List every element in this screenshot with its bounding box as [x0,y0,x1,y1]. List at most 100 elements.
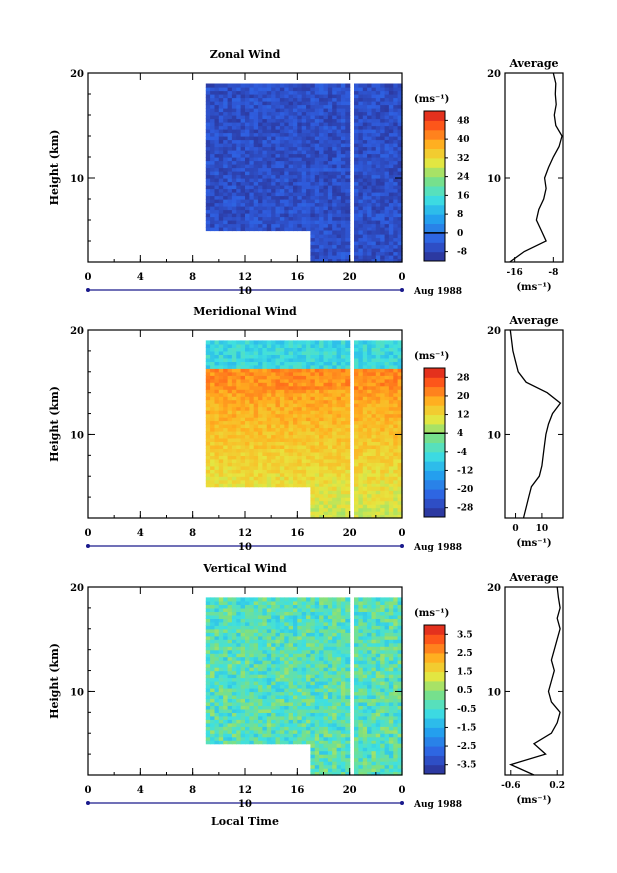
heatmap-cell [262,382,268,387]
heatmap-cell [218,472,224,477]
heatmap-cell [279,87,285,92]
heatmap-cell [393,437,399,442]
heatmap-cell [310,420,316,425]
heatmap-cell [240,146,246,151]
heatmap-cell [371,248,377,253]
heatmap-cell [388,94,394,99]
heatmap-cell [314,340,320,345]
heatmap-cell [227,220,233,225]
heatmap-cell [340,188,346,193]
heatmap-cell [214,462,220,467]
heatmap-cell [275,431,281,436]
heatmap-cell [340,174,346,179]
heatmap-cell [249,167,255,172]
heatmap-cell [284,451,290,456]
heatmap-cell [223,708,229,713]
heatmap-cell [275,164,281,169]
heatmap-cell [249,389,255,394]
heatmap-cell [301,153,307,158]
heatmap-cell [262,656,268,661]
heatmap-cell [249,143,255,148]
heatmap-cell [362,371,368,376]
heatmap-cell [223,684,229,689]
heatmap-cell [323,101,329,106]
heatmap-cell [340,354,346,359]
heatmap-cell [227,343,233,348]
heatmap-cell [262,209,268,214]
heatmap-cell [384,350,390,355]
heatmap-cell [218,399,224,404]
heatmap-cell [314,504,320,509]
heatmap-cell [340,206,346,211]
heatmap-cell [227,129,233,134]
heatmap-cell [205,139,211,144]
heatmap-cell [227,385,233,390]
heatmap-cell [323,389,329,394]
heatmap-cell [205,206,211,211]
heatmap-cell [249,129,255,134]
heatmap-cell [327,375,333,380]
heatmap-cell [362,479,368,484]
heatmap-cell [258,188,264,193]
heatmap-cell [236,178,242,183]
heatmap-cell [236,368,242,373]
heatmap-cell [275,385,281,390]
heatmap-cell [388,458,394,463]
heatmap-cell [266,150,272,155]
heatmap-cell [266,354,272,359]
heatmap-cell [262,392,268,397]
heatmap-cell [223,670,229,675]
heatmap-cell [375,202,381,207]
heatmap-cell [271,101,277,106]
heatmap-cell [314,350,320,355]
heatmap-cell [284,83,290,88]
heatmap-cell [258,431,264,436]
heatmap-cell [262,653,268,658]
heatmap-cell [245,691,250,696]
heatmap-cell [293,227,298,232]
heatmap-cell [388,424,394,429]
heatmap-cell [275,437,281,442]
heatmap-cell [327,472,333,477]
heatmap-cell [367,202,373,207]
heatmap-cell [271,350,277,355]
average-unit-label: (ms⁻¹) [516,538,551,549]
heatmap-cell [362,350,368,355]
heatmap-cell [354,122,359,127]
heatmap-cell [340,431,346,436]
heatmap-cell [367,111,373,116]
heatmap-cell [310,357,316,362]
heatmap-cell [279,209,285,214]
heatmap-cell [279,403,285,408]
heatmap-cell [314,476,320,481]
heatmap-cell [236,656,242,661]
heatmap-cell [367,171,373,176]
heatmap-cell [288,437,294,442]
heatmap-cell [288,227,294,232]
heatmap-cell [297,167,303,172]
heatmap-cell [205,160,211,165]
heatmap-cell [249,660,255,665]
heatmap-cell [205,90,211,95]
heatmap-cell [340,462,346,467]
heatmap-cell [371,258,377,263]
heatmap-cell [205,642,211,647]
heatmap-cell [345,497,351,502]
heatmap-cell [231,90,237,95]
heatmap-cell [223,653,229,658]
heatmap-cell [332,209,338,214]
heatmap-cell [384,90,390,95]
heatmap-cell [388,371,394,376]
heatmap-cell [323,469,329,474]
heatmap-cell [327,427,333,432]
heatmap-cell [205,368,211,373]
heatmap-cell [384,213,390,218]
heatmap-cell [393,258,399,263]
heatmap-cell [358,396,364,401]
heatmap-cell [210,357,216,362]
heatmap-cell [249,701,255,706]
heatmap-cell [380,255,386,260]
heatmap-cell [258,465,264,470]
heatmap-cell [367,122,373,127]
heatmap-cell [340,364,346,369]
